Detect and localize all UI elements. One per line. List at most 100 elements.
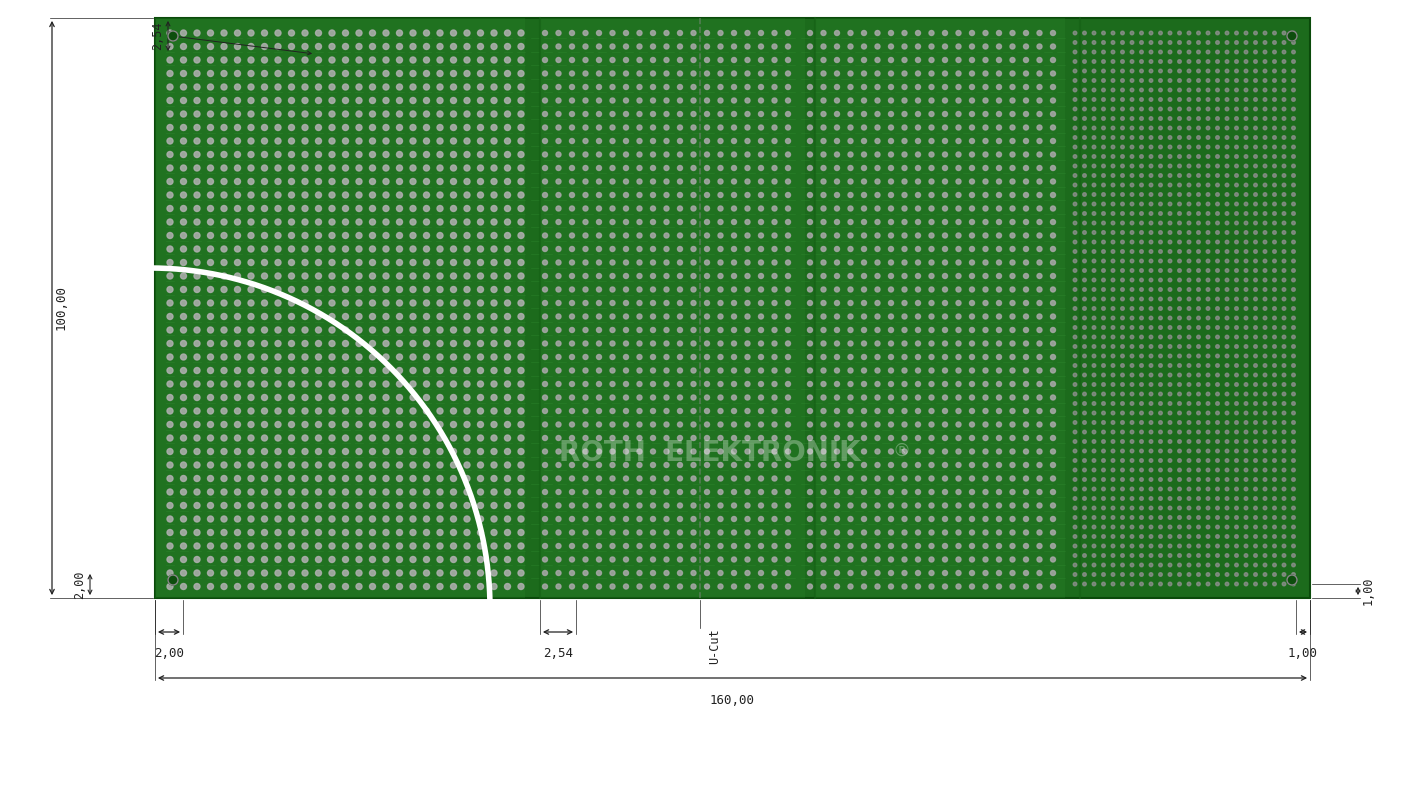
Circle shape xyxy=(423,408,429,414)
Circle shape xyxy=(875,274,880,279)
Circle shape xyxy=(584,341,588,346)
Circle shape xyxy=(1112,506,1115,510)
Circle shape xyxy=(1216,373,1220,377)
Circle shape xyxy=(342,570,348,576)
Circle shape xyxy=(746,152,750,157)
Circle shape xyxy=(180,192,186,198)
Circle shape xyxy=(772,233,777,238)
Circle shape xyxy=(970,543,974,548)
Circle shape xyxy=(168,300,173,306)
Circle shape xyxy=(504,165,511,171)
Circle shape xyxy=(1092,211,1096,215)
Circle shape xyxy=(1216,221,1220,225)
Circle shape xyxy=(808,192,812,197)
Circle shape xyxy=(889,287,893,292)
Circle shape xyxy=(1206,496,1210,500)
Circle shape xyxy=(491,421,497,428)
Circle shape xyxy=(623,219,629,224)
Circle shape xyxy=(785,152,791,157)
Circle shape xyxy=(983,489,988,495)
Circle shape xyxy=(596,314,602,319)
Circle shape xyxy=(611,274,615,279)
Circle shape xyxy=(222,503,227,508)
Circle shape xyxy=(195,97,200,104)
Circle shape xyxy=(1092,89,1096,92)
Circle shape xyxy=(329,381,335,387)
Circle shape xyxy=(1159,554,1163,557)
Circle shape xyxy=(665,327,669,333)
Circle shape xyxy=(1225,136,1228,140)
Circle shape xyxy=(383,138,389,144)
Circle shape xyxy=(719,247,723,251)
Circle shape xyxy=(1216,554,1220,557)
Circle shape xyxy=(396,219,402,225)
Circle shape xyxy=(916,381,920,386)
Circle shape xyxy=(1159,354,1163,358)
Circle shape xyxy=(848,516,853,522)
Circle shape xyxy=(1112,525,1115,529)
Circle shape xyxy=(1051,516,1055,522)
Circle shape xyxy=(423,124,429,131)
Circle shape xyxy=(504,583,511,590)
Circle shape xyxy=(1187,316,1191,320)
Circle shape xyxy=(704,85,710,89)
Circle shape xyxy=(275,381,281,387)
Circle shape xyxy=(1292,297,1295,301)
Circle shape xyxy=(596,516,602,522)
Circle shape xyxy=(1225,449,1228,452)
Circle shape xyxy=(746,409,750,413)
Circle shape xyxy=(1169,107,1171,111)
Circle shape xyxy=(902,530,907,535)
Circle shape xyxy=(704,516,710,522)
Circle shape xyxy=(1092,459,1096,462)
Circle shape xyxy=(342,219,348,225)
Circle shape xyxy=(997,557,1001,562)
Circle shape xyxy=(518,394,524,401)
Circle shape xyxy=(396,165,402,171)
Circle shape xyxy=(875,341,880,346)
Circle shape xyxy=(1272,269,1277,272)
Circle shape xyxy=(315,476,321,481)
Circle shape xyxy=(1037,557,1042,562)
Circle shape xyxy=(1037,125,1042,130)
Circle shape xyxy=(261,503,267,508)
Circle shape xyxy=(1292,354,1295,358)
Circle shape xyxy=(1074,297,1076,301)
Circle shape xyxy=(207,259,213,266)
Circle shape xyxy=(1037,192,1042,197)
Circle shape xyxy=(611,489,615,495)
Circle shape xyxy=(248,530,254,535)
Circle shape xyxy=(772,219,777,224)
Circle shape xyxy=(180,84,186,90)
Circle shape xyxy=(1149,364,1153,367)
Circle shape xyxy=(808,516,812,522)
Circle shape xyxy=(665,381,669,386)
Circle shape xyxy=(1272,488,1277,491)
Circle shape xyxy=(1159,335,1163,339)
Circle shape xyxy=(808,395,812,400)
Circle shape xyxy=(356,381,362,387)
Circle shape xyxy=(1177,202,1181,206)
Circle shape xyxy=(1282,401,1285,405)
Circle shape xyxy=(862,516,866,522)
Circle shape xyxy=(1254,583,1257,586)
Circle shape xyxy=(638,327,642,333)
Circle shape xyxy=(1206,478,1210,481)
Circle shape xyxy=(1206,488,1210,491)
Circle shape xyxy=(677,516,683,522)
Circle shape xyxy=(410,435,416,441)
Circle shape xyxy=(808,112,812,117)
Circle shape xyxy=(275,57,281,63)
Circle shape xyxy=(477,179,483,184)
Circle shape xyxy=(1235,496,1238,500)
Circle shape xyxy=(288,152,294,157)
Circle shape xyxy=(1292,269,1295,272)
Circle shape xyxy=(1206,573,1210,576)
Circle shape xyxy=(1264,345,1267,348)
Circle shape xyxy=(835,341,839,346)
Circle shape xyxy=(665,219,669,224)
Circle shape xyxy=(889,409,893,413)
Circle shape xyxy=(437,192,443,198)
Circle shape xyxy=(1112,259,1115,263)
Circle shape xyxy=(356,421,362,428)
